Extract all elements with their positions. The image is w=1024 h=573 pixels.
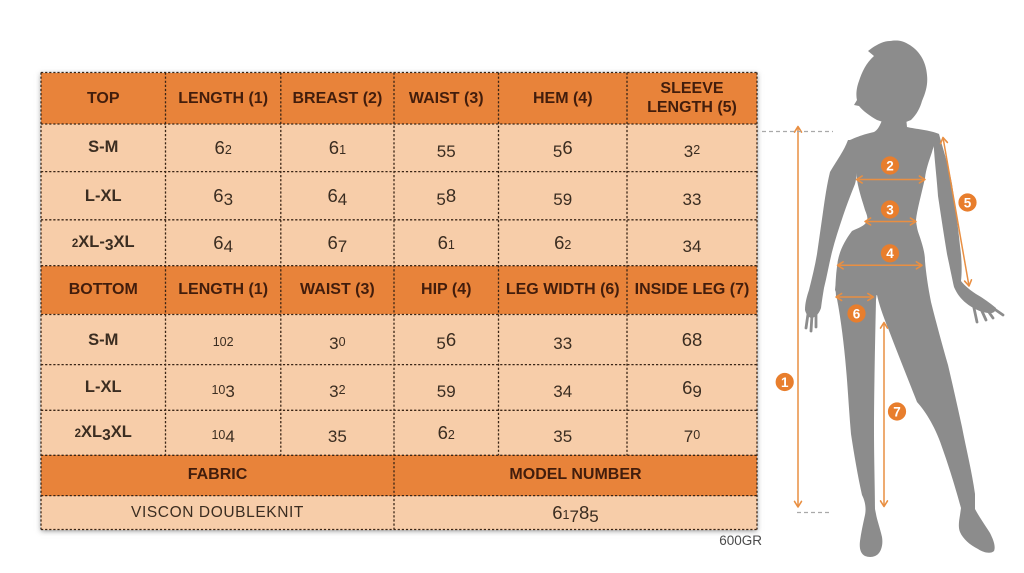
svg-text:3: 3 bbox=[886, 202, 894, 217]
svg-text:4: 4 bbox=[886, 246, 894, 261]
svg-text:1: 1 bbox=[781, 375, 789, 390]
svg-text:7: 7 bbox=[893, 404, 901, 419]
svg-text:5: 5 bbox=[964, 195, 972, 210]
svg-text:6: 6 bbox=[853, 306, 861, 321]
svg-text:2: 2 bbox=[886, 158, 894, 173]
